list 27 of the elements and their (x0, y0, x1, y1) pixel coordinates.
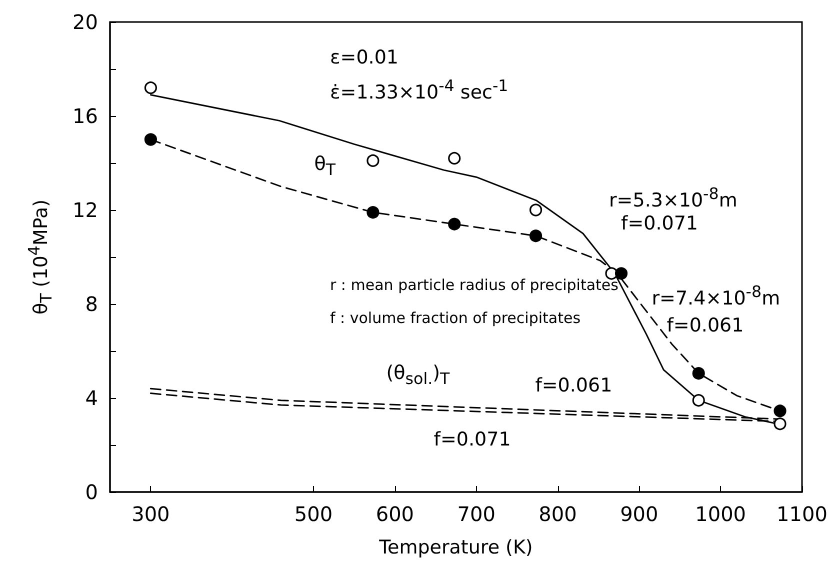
annotation: θ$_{T}$ (314, 153, 336, 180)
annotation: (θ$_{sol.}$)$_{T}$ (386, 362, 450, 388)
x-tick-label: 600 (376, 502, 414, 526)
y-tick-label: 8 (85, 292, 98, 316)
annotation: f=0.061 (535, 374, 612, 398)
x-tick-label: 700 (457, 502, 496, 526)
x-axis-title: Temperature (K) (379, 536, 533, 560)
y-tick-label: 16 (72, 104, 98, 128)
annotation: ε̇=1.33×10$^{-4}$ sec$^{-1}$ (330, 76, 508, 104)
y-tick-label: 4 (85, 386, 98, 410)
annotation: ε=0.01 (330, 46, 398, 70)
annotation: r : mean particle radius of precipitates (330, 276, 618, 294)
annotation: f=0.061 (666, 314, 744, 338)
annotation: f=0.071 (434, 428, 511, 452)
x-tick-label: 900 (620, 502, 658, 526)
x-tick-label: 800 (538, 502, 577, 526)
x-tick-label: 500 (294, 502, 333, 526)
y-tick-label: 12 (72, 198, 98, 222)
x-tick-label: 300 (132, 502, 170, 526)
annotation: r=7.4×10$^{-8}$m (652, 282, 780, 310)
annotation: r=5.3×10$^{-8}$m (609, 183, 738, 212)
y-tick-label: 0 (85, 480, 98, 504)
annotation: f : volume fraction of precipitates (330, 309, 581, 327)
annotation: f=0.071 (621, 212, 698, 235)
x-tick-label: 1100 (776, 502, 828, 526)
y-tick-label: 20 (72, 10, 98, 34)
x-tick-label: 1000 (695, 502, 746, 526)
